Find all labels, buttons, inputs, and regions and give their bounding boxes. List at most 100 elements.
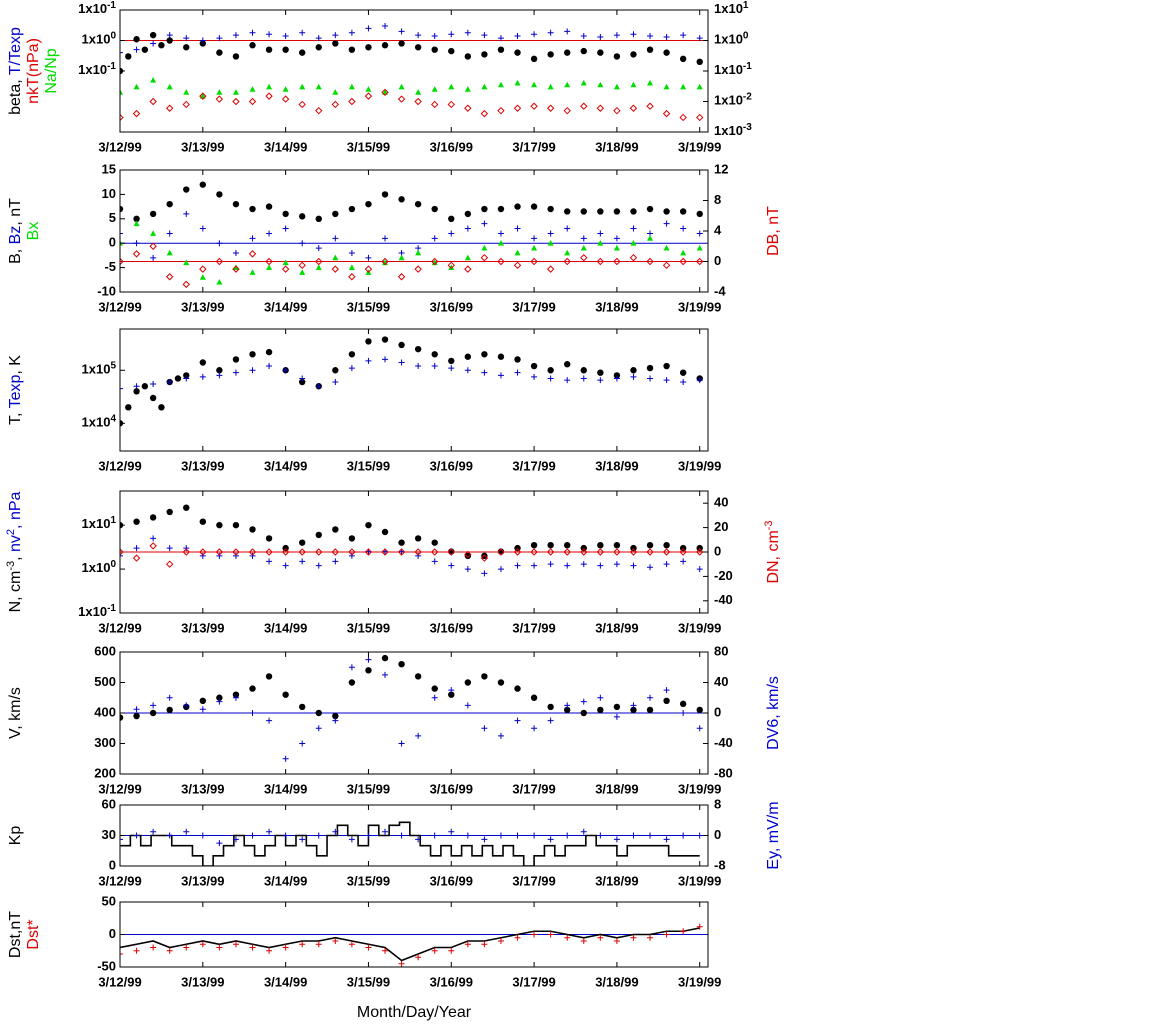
- data-point: [464, 552, 472, 560]
- x-tick-label: 3/13/99: [181, 139, 224, 154]
- data-point: [120, 49, 123, 56]
- right-tick-label: 1x10-1: [714, 61, 752, 78]
- data-point: [464, 702, 471, 709]
- data-point: [448, 357, 455, 365]
- data-point: [365, 667, 372, 674]
- data-point: [497, 46, 505, 53]
- right-tick-label: 1x100: [714, 30, 749, 47]
- data-point: [183, 210, 190, 217]
- data-point: [448, 687, 455, 694]
- x-tick-label: 3/18/99: [595, 620, 638, 635]
- data-point: [431, 205, 438, 213]
- data-point: [398, 832, 405, 839]
- right-tick-label: -80: [714, 765, 733, 780]
- series-2: [120, 656, 703, 762]
- y-tick-label: 300: [94, 735, 116, 750]
- panel-1-data: [120, 22, 704, 122]
- right-axis-label-line-1: DN, cm-3​: [763, 520, 782, 583]
- data-point: [132, 109, 141, 118]
- data-point: [481, 552, 488, 560]
- series-3: [120, 542, 704, 568]
- data-point: [464, 53, 472, 60]
- data-point: [332, 828, 339, 835]
- y-tick-label: 10: [102, 186, 116, 201]
- data-point: [448, 264, 455, 270]
- data-point: [679, 208, 687, 215]
- data-point: [183, 35, 190, 42]
- data-point: [249, 832, 256, 839]
- data-point: [249, 235, 256, 242]
- data-point: [430, 100, 439, 109]
- data-point: [149, 97, 157, 106]
- data-point: [382, 828, 389, 835]
- data-point: [150, 944, 157, 951]
- data-point: [348, 249, 355, 256]
- data-point: [531, 235, 538, 242]
- data-point: [120, 385, 123, 392]
- x-tick-label: 3/18/99: [595, 781, 638, 796]
- data-point: [282, 367, 289, 374]
- data-point: [448, 47, 455, 55]
- panel-5: 3/12/99 3/13/99 3/14/99 3/15/99 3/16/99 3/17/…: [7, 643, 782, 796]
- right-tick-label: 20: [714, 519, 728, 534]
- data-point: [166, 508, 173, 516]
- data-point: [315, 548, 323, 556]
- data-point: [613, 244, 620, 251]
- data-point: [696, 566, 703, 573]
- data-point: [120, 836, 123, 843]
- data-point: [282, 86, 289, 92]
- data-point: [348, 552, 355, 559]
- data-point: [613, 548, 621, 556]
- data-point: [447, 548, 455, 556]
- data-point: [199, 697, 207, 704]
- data-point: [696, 725, 703, 732]
- data-point: [199, 552, 206, 559]
- data-point: [332, 717, 339, 724]
- data-point: [216, 49, 223, 56]
- data-point: [547, 541, 554, 549]
- data-point: [646, 257, 654, 266]
- data-point: [530, 694, 538, 701]
- data-point: [563, 106, 571, 115]
- data-point: [679, 113, 687, 122]
- x-tick-label: 3/12/99: [98, 781, 141, 796]
- data-point: [158, 404, 165, 411]
- data-point: [120, 113, 124, 122]
- data-point: [232, 691, 240, 698]
- data-point: [547, 931, 554, 938]
- data-point: [613, 208, 621, 215]
- panel-6-data: [120, 821, 703, 866]
- data-point: [348, 205, 356, 213]
- data-point: [597, 81, 604, 88]
- data-point: [216, 367, 223, 374]
- series-1: [120, 821, 700, 866]
- data-point: [481, 351, 488, 358]
- right-tick-label: 0: [714, 827, 721, 842]
- data-point: [630, 31, 637, 38]
- data-point: [613, 703, 621, 711]
- data-point: [663, 697, 670, 704]
- right-tick-label: 0: [714, 543, 721, 558]
- data-point: [199, 941, 206, 948]
- data-point: [547, 561, 554, 568]
- data-point: [199, 265, 207, 273]
- data-point: [298, 703, 306, 711]
- data-point: [514, 49, 521, 56]
- data-point: [663, 34, 670, 41]
- y-axis-label-line-1: Kp: [7, 826, 24, 846]
- right-tick-label: 80: [714, 643, 728, 658]
- data-point: [149, 31, 157, 39]
- right-tick-label: 0: [714, 704, 721, 719]
- data-point: [365, 25, 372, 32]
- data-point: [183, 828, 190, 835]
- data-point: [282, 691, 289, 698]
- data-point: [120, 951, 123, 957]
- data-point: [266, 31, 273, 38]
- data-point: [630, 832, 637, 839]
- y-tick-label: 1x10-1: [78, 61, 116, 78]
- right-tick-label: -8: [714, 857, 726, 872]
- data-point: [680, 832, 687, 839]
- data-point: [248, 97, 257, 106]
- data-point: [563, 257, 571, 266]
- data-point: [133, 545, 140, 552]
